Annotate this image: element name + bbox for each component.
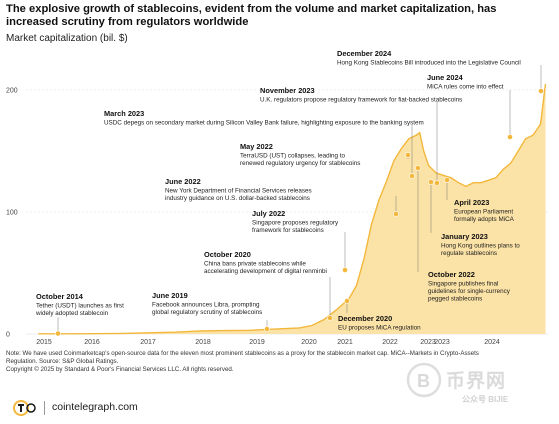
annotation-marker (538, 88, 544, 94)
annotation-marker (405, 152, 411, 158)
annotation-marker (428, 179, 434, 185)
annotation-marker (55, 330, 61, 337)
annotation: January 2023 Hong Kong outlines plans tor… (441, 232, 520, 257)
annotation: July 2022 Singapore proposes regulatoryfr… (252, 209, 339, 234)
annotation: December 2020 EU proposes MiCA regulation (338, 314, 421, 332)
annotation-text: Singapore proposes regulatory (252, 220, 339, 227)
annotation-date: June 2019 (152, 291, 188, 300)
annotation-text: European Parliament (454, 209, 513, 216)
y-tick-label: 0 (6, 332, 10, 339)
annotation-date: May 2022 (240, 142, 273, 151)
watermark-logo: B (404, 358, 554, 418)
annotation-date: January 2023 (441, 232, 488, 241)
x-tick-label: 2015 (36, 339, 52, 346)
annotation-text: Hong Kong Stablecoins Bill introduced in… (337, 60, 521, 67)
annotation: May 2022 TerraUSD (UST) collapses, leadin… (240, 142, 360, 167)
annotation-text: guidelines for single-currency (428, 288, 511, 295)
annotation: June 2022 New York Department of Financia… (165, 177, 312, 202)
x-tick-label: 2017 (140, 339, 156, 346)
annotation: June 2024 MiCA rules come into effect (427, 73, 504, 91)
chart-title: The explosive growth of stablecoins, evi… (6, 3, 497, 28)
y-axis-unit-label: Market capitalization (bil. $) (6, 33, 128, 44)
annotation-text: accelerating development of digital renm… (204, 268, 327, 275)
annotation-marker (409, 173, 415, 179)
copyright-line: Copyright © 2025 by Standard & Poor's Fi… (6, 366, 234, 373)
annotation-text: regulate stablecoins (441, 250, 497, 257)
annotation-text: renewed regulatory urgency for stablecoi… (240, 160, 360, 167)
x-tick-label: 2023 (434, 339, 450, 346)
source-note: Note: We have used Coinmarketcap's open-… (6, 350, 551, 374)
x-tick-label: 2020 (301, 339, 317, 346)
annotation-date: October 2020 (204, 250, 251, 259)
annotation-text: EU proposes MiCA regulation (338, 325, 421, 332)
x-tick-label: 2024 (484, 339, 500, 346)
annotation-text: industry guidance on U.S. dollar-backed … (165, 195, 310, 202)
annotation-text: Hong Kong outlines plans to (441, 243, 520, 250)
annotation-date: October 2014 (36, 292, 84, 301)
annotation-marker (444, 177, 450, 183)
annotation-marker (264, 326, 270, 332)
annotation-text: U.K. regulators propose regulatory frame… (260, 97, 462, 104)
annotation-date: November 2023 (260, 86, 315, 95)
y-tick-label: 200 (6, 88, 18, 95)
annotation-marker (344, 298, 350, 304)
annotation: October 2014 Tether (USDT) launches as fi… (35, 292, 124, 317)
annotation-date: October 2022 (428, 270, 475, 279)
x-tick-label: 2022 (382, 339, 398, 346)
y-tick-label: 100 (6, 210, 18, 217)
annotation-text: Facebook announces Libra, prompting (152, 302, 260, 309)
annotation: October 2022 Singapore publishes finalgui… (428, 270, 511, 303)
axis-ticks: 0 100 200 2015 2016 2017 2018 2019 2020 2021 2022 2… (6, 88, 500, 347)
annotation-text: global regulatory scrutiny of stablecoin… (152, 309, 262, 316)
annotation-marker (507, 134, 513, 140)
annotation-marker (327, 315, 333, 321)
annotation: November 2023 U.K. regulators propose reg… (260, 86, 462, 104)
annotation-date: June 2022 (165, 177, 201, 186)
annotation-text: TerraUSD (UST) collapses, leading to (240, 153, 345, 160)
annotation-date: July 2022 (252, 209, 285, 218)
annotation-marker (415, 165, 421, 171)
annotation-text: Singapore publishes final (428, 281, 498, 288)
note-line-2: Regulation. Source: S&P Global Ratings. (6, 358, 119, 365)
annotation-date: December 2024 (337, 49, 392, 58)
watermark-text: 币界网 (446, 371, 507, 392)
annotation-date: April 2023 (454, 198, 489, 207)
annotation-marker (393, 211, 399, 217)
annotation-markers (55, 88, 544, 337)
annotation: October 2020 China bans private stablecoi… (204, 250, 327, 275)
annotation-text: widely adopted stablecoin (35, 310, 109, 317)
annotation-text: New York Department of Financial Service… (165, 188, 312, 195)
footer-divider (44, 401, 45, 415)
annotation-marker (342, 267, 348, 273)
svg-text:B: B (417, 371, 430, 391)
x-tick-label: 2018 (195, 339, 211, 346)
annotation-text: pegged stablecoins (428, 296, 482, 303)
annotations: October 2014 Tether (USDT) launches as fi… (35, 49, 521, 332)
annotation-text: China bans private stablecoins while (204, 261, 306, 268)
annotation: June 2019 Facebook announces Libra, promp… (152, 291, 262, 316)
annotation-text: Tether (USDT) launches as first (36, 303, 124, 310)
note-line-1: Note: We have used Coinmarketcap's open-… (6, 350, 479, 357)
annotation-text: USDC depegs on secondary market during S… (104, 120, 424, 127)
footer-bar: cointelegraph.com (0, 392, 559, 424)
annotation-date: December 2020 (338, 314, 392, 323)
annotation-marker (434, 180, 440, 186)
annotation: March 2023 USDC depegs on secondary marke… (104, 109, 424, 127)
x-tick-label: 2016 (84, 339, 100, 346)
area-fill (38, 83, 546, 335)
annotation-date: March 2023 (104, 109, 144, 118)
brand-link[interactable]: cointelegraph.com (52, 401, 138, 413)
annotation: December 2024 Hong Kong Stablecoins Bill … (337, 49, 521, 67)
annotation-text: MiCA rules come into effect (427, 84, 504, 91)
x-tick-label: 2019 (249, 339, 265, 346)
annotation-text: formally adopts MiCA (454, 216, 515, 223)
x-tick-label: 2023 (420, 339, 436, 346)
watermark-subtext: 公众号 BIJIE (462, 395, 509, 404)
annotation-date: June 2024 (427, 73, 464, 82)
x-tick-label: 2021 (337, 339, 353, 346)
cointelegraph-logo-icon (12, 398, 38, 418)
annotation-text: framework for stablecoins (252, 227, 324, 234)
